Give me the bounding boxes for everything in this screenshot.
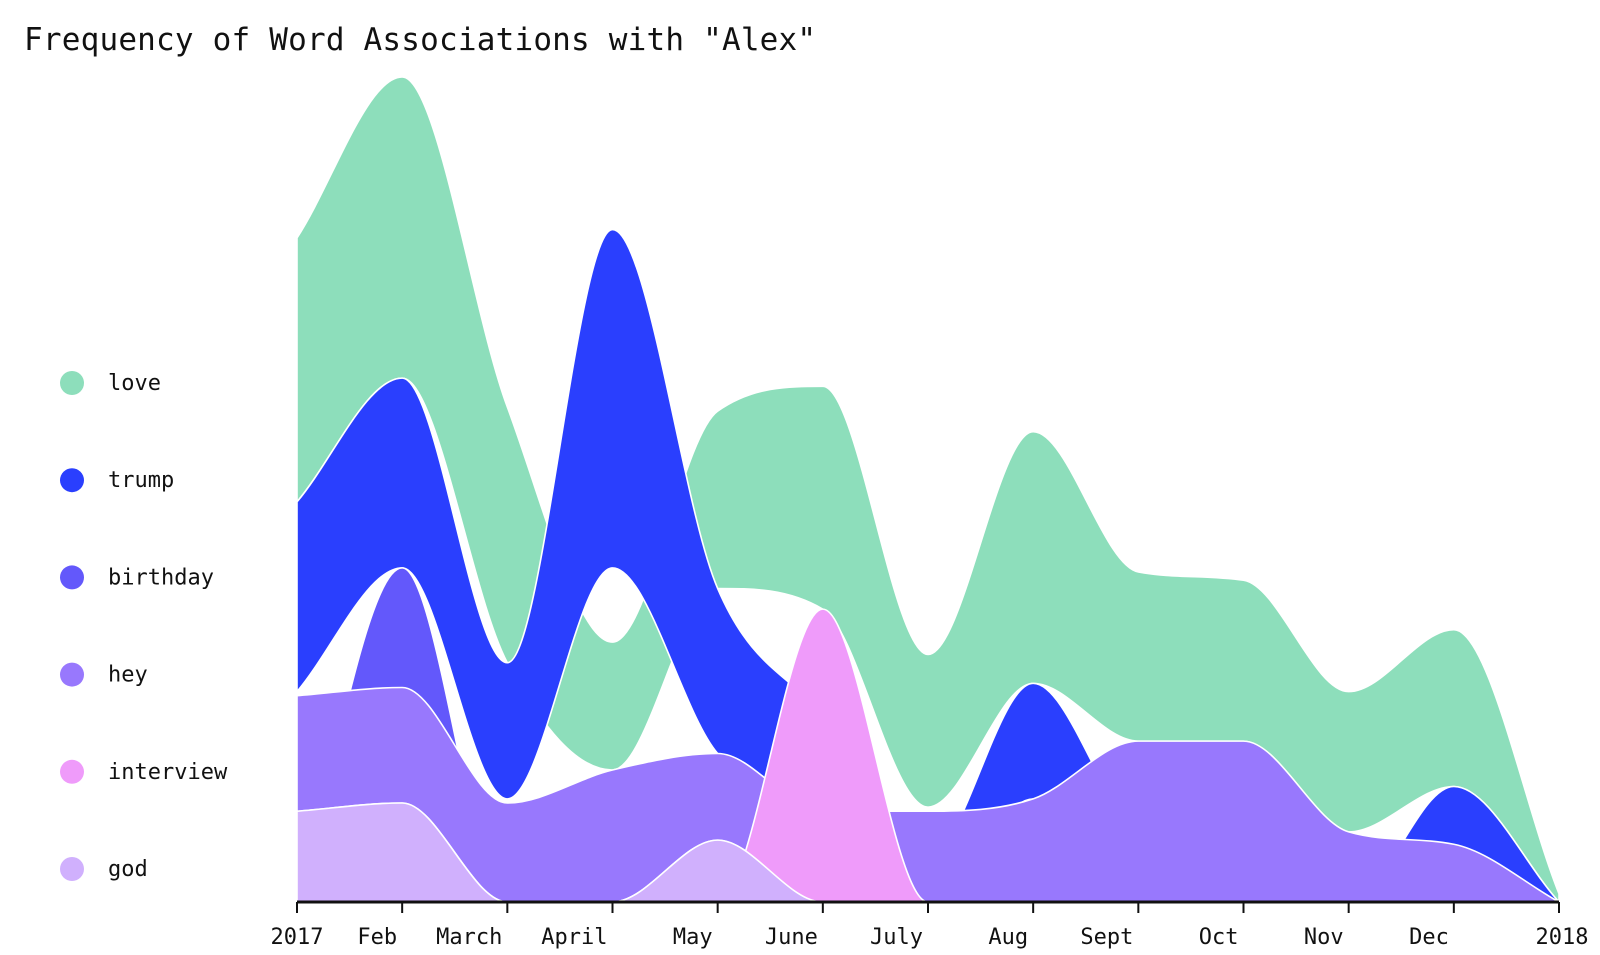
legend-item-hey: hey — [60, 662, 148, 688]
x-tick-label: July — [870, 925, 923, 950]
x-tick-label: Aug — [988, 925, 1028, 950]
legend-label: interview — [108, 760, 228, 785]
legend-label: god — [108, 857, 148, 882]
area-love — [296, 76, 1560, 903]
x-tick-label: 2018 — [1536, 925, 1589, 950]
x-tick-label: Feb — [357, 925, 397, 950]
legend-swatch — [60, 565, 84, 590]
x-tick-label: April — [541, 925, 607, 950]
legend-label: love — [108, 371, 161, 396]
x-tick-label: May — [673, 925, 713, 950]
legend-swatch — [60, 759, 84, 784]
x-tick-label: March — [436, 925, 502, 950]
legend-item-interview: interview — [60, 759, 228, 785]
area-trump — [296, 228, 1560, 903]
legend-item-trump: trump — [60, 468, 174, 493]
x-tick-label: Sept — [1080, 925, 1133, 950]
legend-swatch — [60, 468, 84, 493]
legend-label: birthday — [108, 565, 214, 590]
chart-title: Frequency of Word Associations with "Ale… — [24, 22, 817, 58]
legend: love trump birthday hey interview god — [60, 371, 228, 882]
legend-label: trump — [108, 468, 174, 493]
legend-item-love: love — [60, 371, 161, 396]
x-tick-label: Dec — [1409, 925, 1449, 950]
x-tick-label: Nov — [1304, 925, 1344, 950]
x-tick-label: 2017 — [271, 925, 324, 950]
legend-swatch — [60, 371, 84, 395]
x-tick-label: June — [765, 925, 818, 950]
legend-swatch — [60, 662, 84, 687]
area-layers — [296, 76, 1560, 903]
legend-swatch — [60, 857, 84, 881]
legend-item-god: god — [60, 857, 148, 882]
x-axis: 2017 Feb March April May June July Aug Sept Oct No… — [271, 900, 1589, 950]
legend-label: hey — [108, 663, 148, 688]
x-tick-label: Oct — [1199, 925, 1239, 950]
legend-item-birthday: birthday — [60, 565, 214, 590]
